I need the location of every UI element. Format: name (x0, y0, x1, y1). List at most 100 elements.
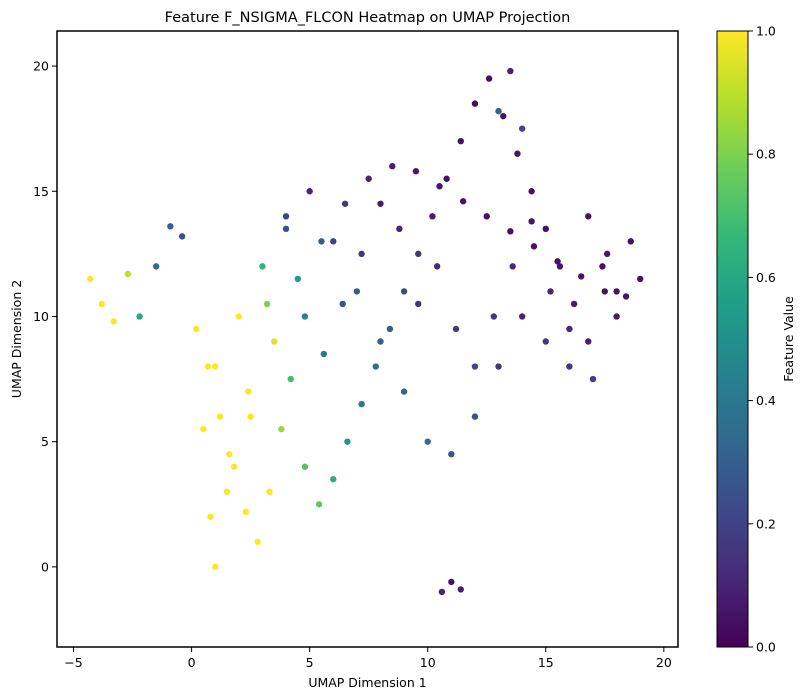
scatter-point (282, 213, 290, 220)
scatter-point (436, 183, 443, 190)
scatter-point (589, 375, 597, 383)
x-tick-label: 0 (188, 655, 196, 670)
scatter-point (110, 318, 117, 325)
scatter-point (178, 233, 186, 240)
scatter-point (254, 538, 261, 546)
scatter-point (599, 263, 606, 270)
scatter-point (212, 363, 219, 370)
scatter-point (637, 275, 644, 283)
scatter-point (507, 67, 514, 75)
scatter-point (330, 238, 337, 245)
scatter-point (341, 200, 349, 207)
colorbar-tick-label: 0.8 (756, 147, 776, 162)
scatter-point (547, 288, 554, 295)
scatter-point (136, 313, 143, 320)
scatter-point (622, 293, 630, 300)
scatter-point (424, 438, 431, 445)
scatter-point (193, 325, 200, 333)
scatter-point (457, 586, 464, 593)
scatter-point (330, 476, 337, 483)
x-axis-label: UMAP Dimension 1 (308, 675, 426, 690)
scatter-point (518, 125, 526, 132)
scatter-point (500, 112, 507, 120)
y-tick-label: 5 (41, 434, 49, 449)
scatter-point (230, 463, 238, 470)
scatter-point (400, 388, 408, 395)
scatter-point (271, 338, 278, 345)
y-tick-label: 20 (33, 59, 49, 74)
scatter-point (448, 578, 455, 586)
scatter-point (483, 213, 490, 220)
scatter-point (358, 250, 365, 258)
scatter-point (287, 375, 294, 383)
scatter-point (542, 225, 549, 233)
scatter-point (471, 413, 479, 420)
scatter-point (603, 250, 611, 258)
scatter-point (495, 107, 502, 115)
scatter-point (490, 313, 498, 320)
colorbar (716, 30, 749, 648)
scatter-point (315, 501, 323, 508)
scatter-point (318, 238, 325, 245)
scatter-point (566, 325, 573, 333)
scatter-point (485, 75, 493, 82)
y-axis-ticks: 0 5 10 15 20 (33, 59, 57, 574)
scatter-point (301, 313, 309, 320)
scatter-point (452, 325, 460, 333)
scatter-point (566, 363, 573, 370)
x-tick-label: 20 (656, 655, 672, 670)
scatter-points (86, 67, 644, 596)
scatter-point (124, 270, 132, 278)
scatter-point (518, 313, 526, 320)
scatter-point (530, 243, 538, 250)
scatter-point (495, 363, 502, 370)
scatter-point (167, 223, 174, 230)
colorbar-tick-label: 1.0 (756, 24, 776, 39)
y-tick-label: 0 (41, 559, 49, 574)
scatter-point (570, 300, 578, 308)
scatter-point (556, 263, 564, 270)
scatter-point (415, 300, 422, 308)
y-tick-label: 10 (33, 309, 49, 324)
scatter-point (306, 188, 313, 195)
scatter-point (344, 438, 351, 445)
scatter-point (245, 388, 252, 395)
scatter-point (389, 163, 396, 170)
scatter-point (223, 488, 231, 495)
scatter-point (294, 275, 302, 283)
scatter-point (266, 488, 273, 495)
scatter-point (278, 425, 285, 433)
scatter-point (457, 137, 464, 145)
x-tick-label: 5 (306, 655, 314, 670)
colorbar-label: Feature Value (781, 296, 796, 382)
scatter-point (207, 513, 214, 520)
scatter-point (200, 425, 207, 433)
scatter-point (627, 238, 634, 245)
scatter-point (377, 200, 384, 207)
scatter-point (377, 338, 384, 345)
scatter-point (242, 508, 250, 515)
scatter-point (216, 413, 224, 420)
scatter-point (429, 213, 436, 220)
x-axis-ticks: −5 0 5 10 15 20 (64, 647, 672, 670)
scatter-point (438, 588, 446, 596)
scatter-point (577, 273, 585, 280)
x-tick-label: −5 (64, 655, 82, 670)
scatter-point (204, 363, 212, 370)
scatter-point (320, 350, 328, 358)
scatter-point (339, 300, 346, 308)
y-axis-label: UMAP Dimension 2 (9, 280, 24, 398)
scatter-point (585, 213, 592, 220)
colorbar-tick-label: 0.6 (756, 270, 776, 285)
scatter-point (448, 450, 455, 458)
x-tick-label: 15 (538, 655, 554, 670)
scatter-point (471, 363, 479, 370)
scatter-point (507, 228, 514, 235)
colorbar-tick-label: 0.0 (756, 640, 776, 655)
scatter-point (509, 263, 516, 270)
scatter-point (514, 150, 521, 157)
scatter-point (386, 325, 394, 333)
scatter-point (528, 218, 535, 225)
scatter-point (415, 250, 422, 258)
